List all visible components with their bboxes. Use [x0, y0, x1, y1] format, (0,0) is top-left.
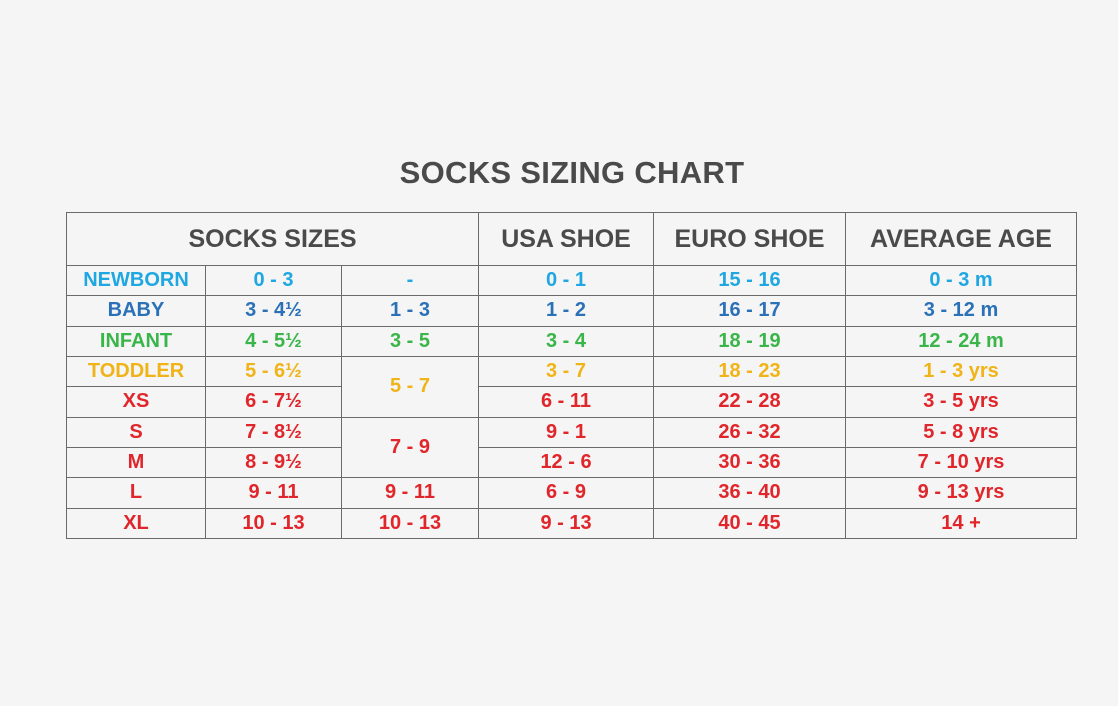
average-age-cell: 9 - 13 yrs	[845, 477, 1078, 509]
sock-size-cell: 8 - 9½	[205, 446, 342, 479]
alt-size-cell: 7 - 9	[340, 416, 480, 479]
euro-shoe-cell: 16 - 17	[653, 295, 847, 327]
euro-shoe-cell: 36 - 40	[653, 477, 847, 509]
alt-size-cell: 9 - 11	[340, 477, 480, 509]
average-age-cell: 0 - 3 m	[845, 264, 1078, 297]
table-row: BABY 3 - 4½ 1 - 3 1 - 2 16 - 17 3 - 12 m	[66, 295, 1078, 327]
usa-shoe-cell: 6 - 9	[478, 477, 655, 509]
table-row: INFANT 4 - 5½ 3 - 5 3 - 4 18 - 19 12 - 2…	[66, 325, 1078, 357]
size-label-cell: S	[66, 416, 206, 448]
average-age-cell: 3 - 5 yrs	[845, 386, 1078, 418]
size-label-cell: NEWBORN	[66, 264, 206, 297]
size-label-cell: L	[66, 477, 206, 509]
sock-size-cell: 4 - 5½	[205, 325, 342, 357]
average-age-cell: 5 - 8 yrs	[845, 416, 1078, 448]
size-label-cell: M	[66, 446, 206, 479]
table-row: XL 10 - 13 10 - 13 9 - 13 40 - 45 14 +	[66, 507, 1078, 540]
table-row: TODDLER 5 - 6½ 5 - 7 3 - 7 18 - 23 1 - 3…	[66, 355, 1078, 418]
alt-size-cell: 1 - 3	[340, 295, 480, 327]
average-age-cell: 1 - 3 yrs	[845, 355, 1078, 388]
table-row: NEWBORN 0 - 3 - 0 - 1 15 - 16 0 - 3 m	[66, 264, 1078, 297]
usa-shoe-cell: 6 - 11	[478, 386, 655, 418]
sock-size-cell: 5 - 6½	[205, 355, 342, 388]
header-average-age: AVERAGE AGE	[845, 212, 1078, 266]
usa-shoe-cell: 3 - 4	[478, 325, 655, 357]
average-age-cell: 14 +	[845, 507, 1078, 540]
size-label-cell: XS	[66, 386, 206, 418]
table-row: S 7 - 8½ 7 - 9 9 - 1 26 - 32 5 - 8 yrs	[66, 416, 1078, 479]
table-row: M 8 - 9½ 12 - 6 30 - 36 7 - 10 yrs	[66, 446, 1078, 479]
euro-shoe-cell: 18 - 19	[653, 325, 847, 357]
sock-size-cell: 7 - 8½	[205, 416, 342, 448]
usa-shoe-cell: 0 - 1	[478, 264, 655, 297]
alt-size-cell: 5 - 7	[340, 355, 480, 418]
sock-size-cell: 9 - 11	[205, 477, 342, 509]
alt-size-cell: 10 - 13	[340, 507, 480, 540]
sock-size-cell: 6 - 7½	[205, 386, 342, 418]
size-label-cell: TODDLER	[66, 355, 206, 388]
usa-shoe-cell: 9 - 13	[478, 507, 655, 540]
size-label-cell: INFANT	[66, 325, 206, 357]
euro-shoe-cell: 40 - 45	[653, 507, 847, 540]
usa-shoe-cell: 9 - 1	[478, 416, 655, 448]
chart-title: SOCKS SIZING CHART	[399, 155, 745, 190]
sock-size-cell: 10 - 13	[205, 507, 342, 540]
alt-size-cell: 3 - 5	[340, 325, 480, 357]
size-label-cell: XL	[66, 507, 206, 540]
table-row: L 9 - 11 9 - 11 6 - 9 36 - 40 9 - 13 yrs	[66, 477, 1078, 509]
sock-size-cell: 3 - 4½	[205, 295, 342, 327]
alt-size-cell: -	[340, 264, 480, 297]
sock-size-cell: 0 - 3	[205, 264, 342, 297]
euro-shoe-cell: 18 - 23	[653, 355, 847, 388]
header-usa-shoe: USA SHOE	[478, 212, 655, 266]
sizing-table: SOCKS SIZES USA SHOE EURO SHOE AVERAGE A…	[65, 212, 1078, 540]
usa-shoe-cell: 1 - 2	[478, 295, 655, 327]
header-socks-sizes: SOCKS SIZES	[65, 212, 480, 266]
usa-shoe-cell: 3 - 7	[478, 355, 655, 388]
size-label-cell: BABY	[66, 295, 206, 327]
table-row: XS 6 - 7½ 6 - 11 22 - 28 3 - 5 yrs	[66, 386, 1078, 418]
average-age-cell: 3 - 12 m	[845, 295, 1078, 327]
euro-shoe-cell: 22 - 28	[653, 386, 847, 418]
average-age-cell: 12 - 24 m	[845, 325, 1078, 357]
euro-shoe-cell: 26 - 32	[653, 416, 847, 448]
header-euro-shoe: EURO SHOE	[653, 212, 847, 266]
usa-shoe-cell: 12 - 6	[478, 446, 655, 479]
euro-shoe-cell: 15 - 16	[653, 264, 847, 297]
euro-shoe-cell: 30 - 36	[653, 446, 847, 479]
average-age-cell: 7 - 10 yrs	[845, 446, 1078, 479]
